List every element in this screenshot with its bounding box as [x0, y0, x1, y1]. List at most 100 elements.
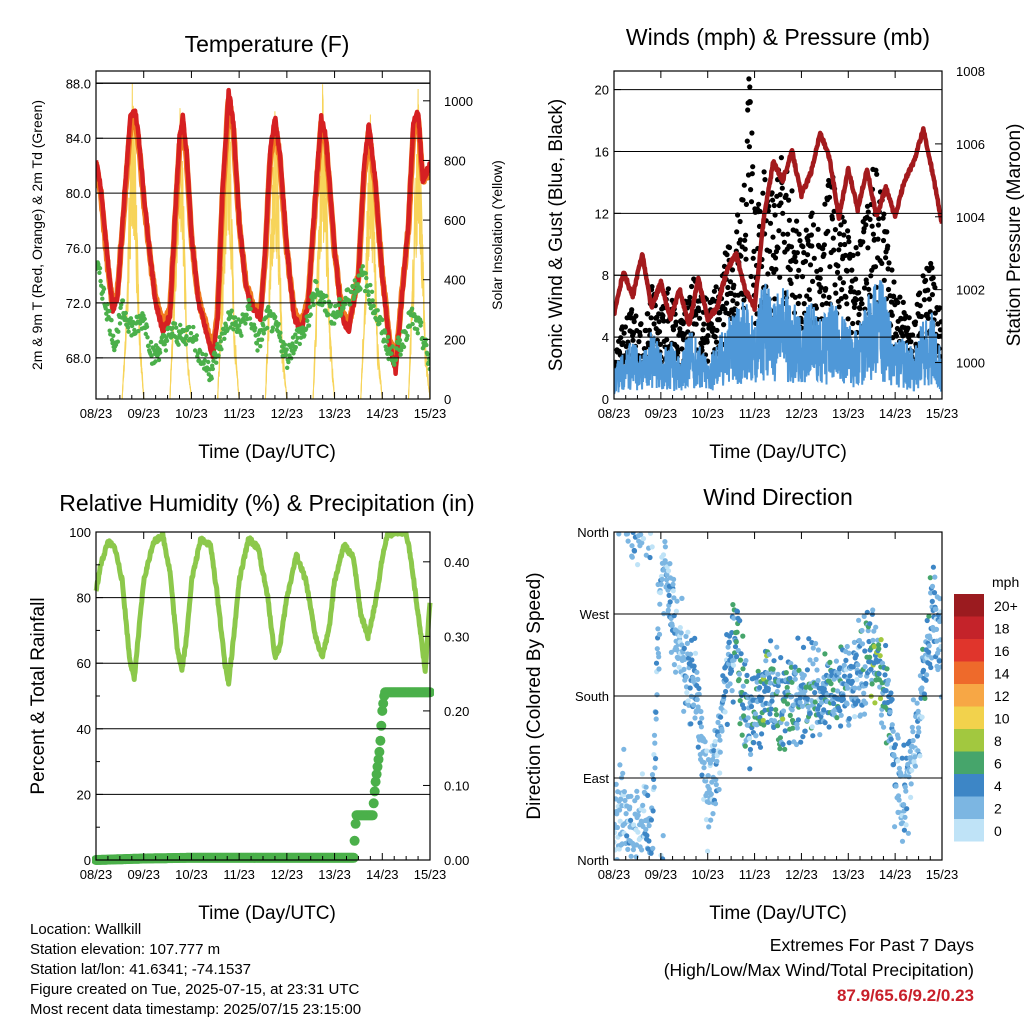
station-elevation: Station elevation: 107.777 m	[30, 941, 221, 958]
wind-direction-point	[757, 744, 764, 750]
legend-swatch	[954, 819, 984, 842]
wind-direction-point	[792, 676, 798, 682]
gust-point	[921, 297, 928, 303]
dewpoint-point	[217, 335, 222, 340]
wind-direction-point	[809, 724, 815, 730]
solar-insolation-line	[96, 83, 430, 399]
dewpoint-point	[214, 360, 219, 365]
gust-point	[906, 315, 912, 321]
wind-direction-point	[705, 773, 711, 779]
wind-direction-point	[814, 667, 820, 673]
wind-direction-point	[834, 715, 840, 721]
x-tick-label: 12/23	[271, 406, 304, 421]
wind-direction-point	[635, 562, 641, 568]
wind-direction-point	[836, 670, 842, 676]
gust-point	[748, 187, 754, 193]
wind-direction-point	[734, 629, 740, 635]
gust-point	[832, 282, 838, 288]
gust-point	[853, 276, 859, 282]
y2-tick-label: 0.40	[444, 555, 469, 570]
dewpoint-point	[307, 304, 313, 310]
gust-point	[845, 316, 851, 322]
gust-point	[794, 218, 800, 224]
wind-direction-point	[797, 699, 803, 705]
wind-direction-point	[630, 532, 636, 535]
wind-direction-point	[852, 685, 858, 691]
station-location: Location: Wallkill	[30, 921, 142, 938]
wind-direction-point	[883, 688, 889, 694]
gust-point	[714, 327, 720, 333]
wind-direction-point	[933, 626, 940, 633]
gust-point	[743, 256, 749, 262]
dewpoint-point	[332, 321, 337, 326]
gust-point	[875, 222, 882, 228]
wind-direction-point	[833, 658, 840, 664]
x-tick-label: 08/23	[598, 406, 631, 421]
wind-direction-point	[846, 722, 852, 728]
wind-direction-point	[684, 640, 691, 647]
y-tick-label: 88.0	[66, 76, 91, 91]
gust-point	[807, 296, 813, 302]
wind-direction-point	[789, 679, 795, 685]
wind-direction-point	[792, 664, 798, 670]
dewpoint-point	[297, 341, 302, 347]
wind-direction-point	[868, 666, 874, 672]
gust-point	[699, 347, 705, 353]
wind-direction-point	[640, 802, 646, 809]
wind-direction-point	[921, 691, 928, 697]
wind-direction-point	[696, 685, 702, 692]
wind-direction-point	[854, 677, 860, 683]
dewpoint-point	[119, 302, 124, 307]
dewpoint-point	[328, 302, 333, 307]
gust-point	[850, 320, 856, 327]
wind-direction-point	[734, 609, 741, 615]
x-tick-label: 13/23	[318, 406, 351, 421]
wind-direction-point	[704, 748, 710, 754]
wind-direction-point	[768, 706, 774, 712]
dewpoint-point	[229, 308, 234, 313]
wind-direction-point	[702, 739, 708, 745]
wind-direction-point	[617, 818, 623, 824]
gust-point	[850, 252, 856, 258]
dewpoint-point	[276, 321, 281, 327]
legend-swatch	[954, 729, 984, 752]
y-tick-label: 0	[602, 392, 609, 407]
gust-point	[641, 346, 648, 352]
y-tick-label: West	[580, 607, 610, 622]
gust-point	[786, 197, 792, 203]
gust-point	[908, 339, 914, 345]
dewpoint-point	[284, 347, 289, 352]
wind-direction-point	[741, 705, 747, 711]
dewpoint-point	[409, 306, 415, 311]
y-tick-label: 80.0	[66, 186, 91, 201]
gust-point	[756, 201, 762, 207]
rainfall-point	[374, 746, 385, 757]
wind-direction-point	[743, 658, 749, 664]
wind-direction-point	[713, 782, 719, 788]
wind-direction-point	[673, 669, 679, 675]
wind-direction-point	[635, 812, 641, 818]
wind-direction-point	[684, 690, 690, 696]
gust-point	[938, 333, 942, 339]
wind-direction-point	[676, 664, 682, 670]
y2-tick-label: 0.00	[444, 853, 469, 868]
gust-point	[849, 267, 855, 273]
wind-direction-point	[629, 554, 635, 560]
wind-direction-point	[733, 639, 739, 645]
wind-direction-point	[621, 746, 627, 752]
gust-point	[730, 298, 736, 304]
extremes-summary: Extremes For Past 7 Days (High/Low/Max W…	[664, 933, 974, 1008]
gust-point	[757, 208, 763, 214]
gust-point	[696, 308, 702, 314]
dewpoint-point	[216, 353, 221, 358]
legend-label: 10	[994, 711, 1010, 727]
x-tick-label: 10/23	[175, 406, 208, 421]
legend-swatch	[954, 796, 984, 819]
gust-point	[706, 325, 712, 331]
gust-point	[742, 237, 748, 243]
wind-direction-point	[876, 646, 882, 652]
gust-point	[746, 98, 753, 105]
wind-direction-point	[622, 797, 628, 804]
gust-point	[874, 171, 880, 177]
dewpoint-point	[157, 350, 163, 355]
